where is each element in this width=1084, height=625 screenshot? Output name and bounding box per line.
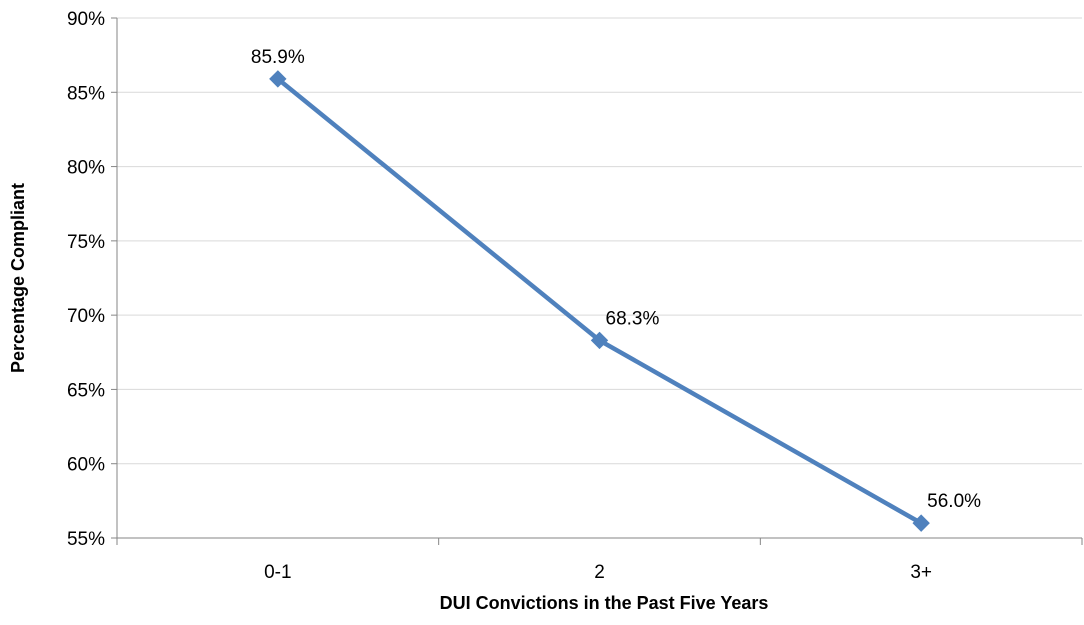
y-tick-label: 60% [67, 455, 105, 476]
data-point-marker [912, 514, 930, 532]
y-tick-label: 55% [67, 529, 105, 550]
y-tick-label: 80% [67, 158, 105, 179]
gridlines [117, 17, 1082, 465]
y-tick-label: 75% [67, 232, 105, 253]
data-label: 68.3% [606, 308, 660, 329]
y-tick-label: 90% [67, 9, 105, 30]
series [269, 70, 930, 532]
x-axis-title: DUI Convictions in the Past Five Years [440, 593, 769, 613]
data-point-marker [269, 70, 287, 88]
x-tick-label: 3+ [910, 562, 932, 583]
data-label: 85.9% [251, 47, 305, 68]
x-axis-tick-labels: 0-1 2 3+ [264, 562, 932, 583]
y-axis-tick-labels: 55% 60% 65% 70% 75% 80% 85% 90% [67, 9, 105, 550]
axes [111, 17, 1083, 545]
y-axis-title: Percentage Compliant [8, 183, 28, 373]
data-point-marker [590, 331, 609, 350]
y-tick-label: 65% [67, 380, 105, 401]
data-label: 56.0% [927, 491, 981, 512]
x-tick-label: 2 [594, 562, 605, 583]
series-line [276, 77, 923, 526]
y-tick-label: 70% [67, 306, 105, 327]
data-labels: 85.9% 68.3% 56.0% [251, 47, 981, 512]
y-tick-label: 85% [67, 83, 105, 104]
x-tick-label: 0-1 [264, 562, 291, 583]
